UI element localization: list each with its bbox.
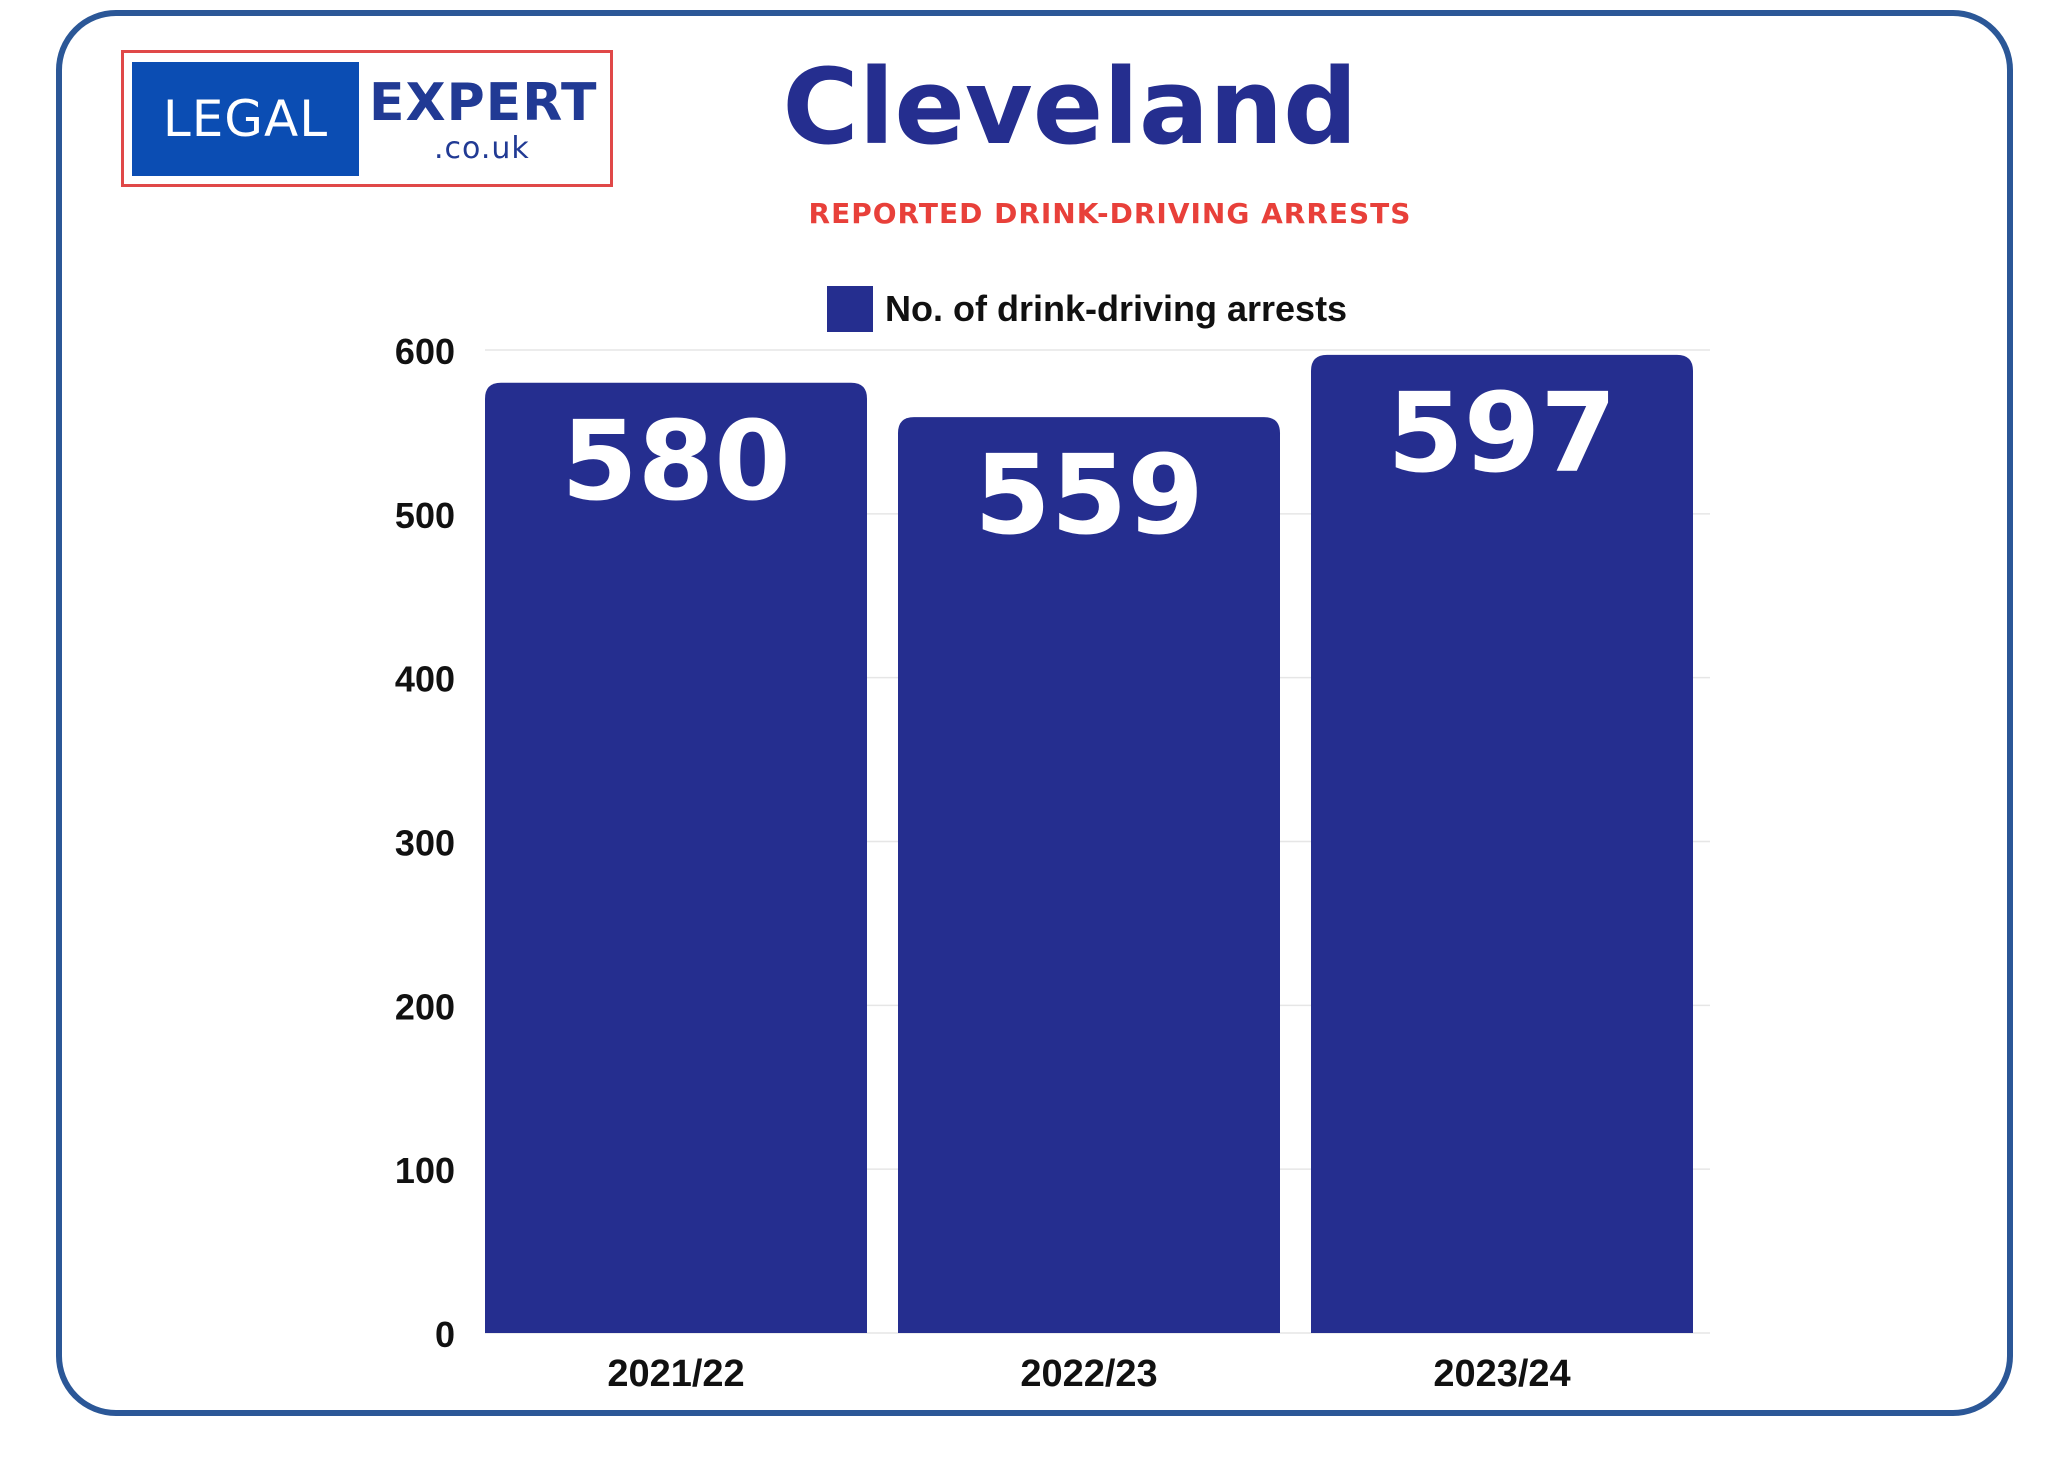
y-tick-label: 400 [395,659,455,700]
chart-subtitle: REPORTED DRINK-DRIVING ARRESTS [808,197,1412,230]
x-tick-label: 2023/24 [1433,1353,1570,1395]
y-tick-label: 0 [435,1314,455,1355]
bar-value-label: 580 [561,397,791,525]
bar [485,382,867,1333]
logo-expert-text: EXPERT [369,73,598,133]
bar [898,417,1280,1334]
bar [1311,354,1693,1333]
x-tick-label: 2022/23 [1020,1353,1157,1395]
chart-legend: No. of drink-driving arrests [827,285,1347,333]
y-tick-label: 600 [395,331,455,372]
legend-swatch [827,286,873,332]
bar-value-label: 559 [974,431,1204,559]
y-tick-label: 200 [395,986,455,1027]
x-tick-label: 2021/22 [607,1353,744,1395]
bar-value-label: 597 [1387,369,1617,497]
logo-domain-text: .co.uk [434,131,530,166]
logo-legal-text: LEGAL [132,62,359,176]
y-tick-label: 100 [395,1150,455,1191]
chart-title: Cleveland [782,46,1358,168]
legal-expert-logo: LEGAL EXPERT .co.uk [121,50,613,187]
y-tick-label: 500 [395,495,455,536]
legend-label: No. of drink-driving arrests [885,288,1348,329]
y-tick-label: 300 [395,823,455,864]
